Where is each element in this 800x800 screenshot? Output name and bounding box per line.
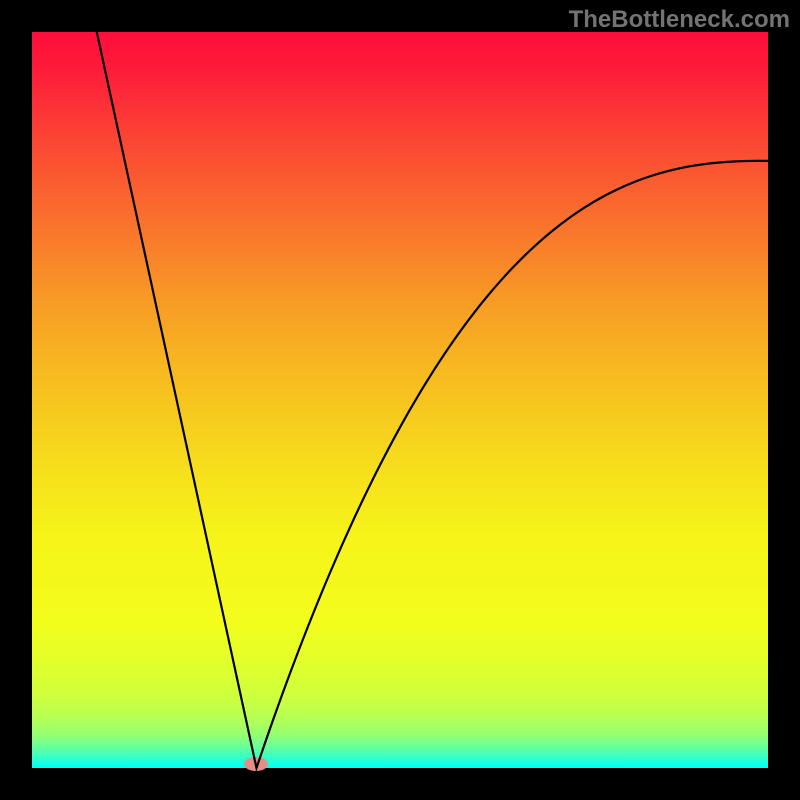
watermark-text: TheBottleneck.com — [569, 6, 790, 34]
chart-container: { "image": { "width": 800, "height": 800… — [0, 0, 800, 800]
chart-gradient-background — [32, 32, 768, 768]
